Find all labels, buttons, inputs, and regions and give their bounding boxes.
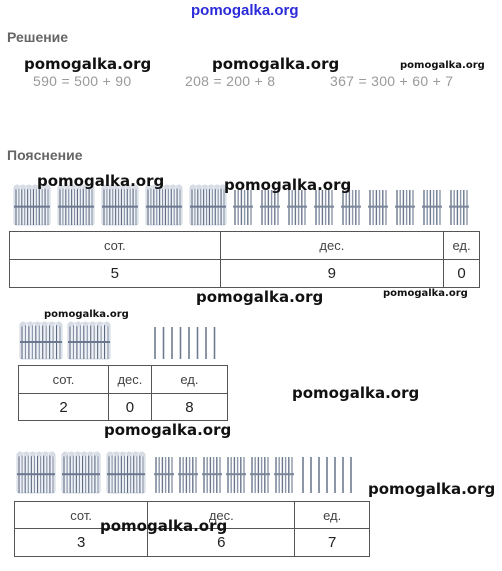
watermark: pomogalka.org [212, 55, 340, 73]
explanation-heading: Пояснение [7, 147, 83, 163]
value-tens: 0 [108, 393, 152, 421]
hundred-bundle [106, 451, 146, 494]
header-ones: ед. [443, 231, 480, 260]
counting-sticks-picture-2 [19, 321, 216, 360]
equation-1: 590 = 500 + 90 [33, 73, 132, 89]
ten-bundle [274, 457, 294, 493]
value-ones: 7 [294, 528, 370, 557]
site-watermark: pomogalka.org [191, 2, 299, 19]
equation-3: 367 = 300 + 60 + 7 [330, 73, 454, 89]
ten-bundle [178, 457, 198, 493]
watermark: pomogalka.org [100, 517, 228, 535]
ten-bundle [250, 457, 270, 493]
header-ones: ед. [294, 501, 370, 529]
hundred-bundle [13, 184, 51, 226]
header-tens: дес. [108, 365, 152, 394]
watermark: pomogalka.org [292, 384, 420, 402]
watermark: pomogalka.org [368, 480, 496, 498]
equation-2: 208 = 200 + 8 [185, 73, 276, 89]
place-value-table-2: сот. дес. ед. 2 0 8 [17, 365, 229, 421]
watermark: pomogalka.org [37, 172, 165, 190]
hundred-bundle [19, 321, 63, 360]
hundred-bundle [67, 321, 111, 360]
watermark: pomogalka.org [104, 421, 232, 439]
value-hundreds: 3 [13, 528, 149, 557]
hundred-bundle [16, 451, 56, 494]
counting-sticks-picture-1 [13, 184, 469, 226]
ten-bundle [154, 457, 174, 493]
ten-bundle [260, 190, 280, 225]
ten-bundle [226, 457, 246, 493]
value-tens: 6 [147, 528, 296, 557]
watermark: pomogalka.org [400, 60, 485, 71]
solution-heading: Решение [7, 29, 69, 45]
hundred-bundle [57, 184, 95, 226]
header-ones: ед. [150, 365, 229, 394]
place-value-table-1: сот. дес. ед. 5 9 0 [9, 231, 480, 288]
header-hundreds: сот. [9, 231, 221, 260]
ten-bundle [395, 190, 415, 225]
ten-bundle [233, 190, 253, 225]
ten-bundle [314, 190, 334, 225]
value-ones: 0 [443, 259, 480, 288]
hundred-bundle [101, 184, 139, 226]
hundred-bundle [145, 184, 183, 226]
hundred-bundle [61, 451, 101, 494]
value-hundreds: 2 [17, 393, 110, 421]
watermark: pomogalka.org [383, 288, 468, 299]
header-hundreds: сот. [17, 365, 110, 394]
watermark: pomogalka.org [224, 176, 352, 194]
value-hundreds: 5 [9, 259, 221, 288]
counting-sticks-picture-3 [16, 451, 352, 494]
watermark: pomogalka.org [24, 55, 152, 73]
header-hundreds: сот. [13, 501, 149, 529]
ten-bundle [202, 457, 222, 493]
watermark: pomogalka.org [196, 288, 324, 306]
ten-bundle [368, 190, 388, 225]
header-tens: дес. [219, 231, 445, 260]
watermark: pomogalka.org [44, 309, 129, 320]
place-value-table-3: сот. дес. ед. 3 6 7 [13, 501, 370, 557]
value-tens: 9 [219, 259, 445, 288]
value-ones: 8 [150, 393, 229, 421]
ten-bundle [449, 190, 469, 225]
ten-bundle [422, 190, 442, 225]
ten-bundle [287, 190, 307, 225]
hundred-bundle [189, 184, 227, 226]
ten-bundle [341, 190, 361, 225]
